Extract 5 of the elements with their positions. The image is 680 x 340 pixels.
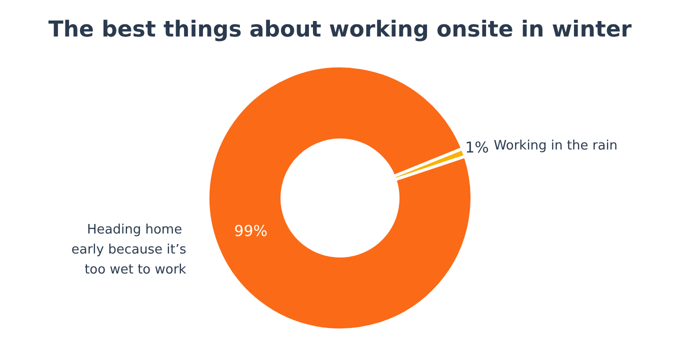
chart-title: The best things about working onsite in winter bbox=[48, 18, 632, 42]
slice-label: Working in the rain bbox=[494, 138, 618, 154]
data-label: 1% bbox=[465, 138, 489, 157]
data-label: 99% bbox=[234, 222, 268, 240]
slice-label: Heading home early because it’s too wet to work bbox=[71, 222, 187, 278]
